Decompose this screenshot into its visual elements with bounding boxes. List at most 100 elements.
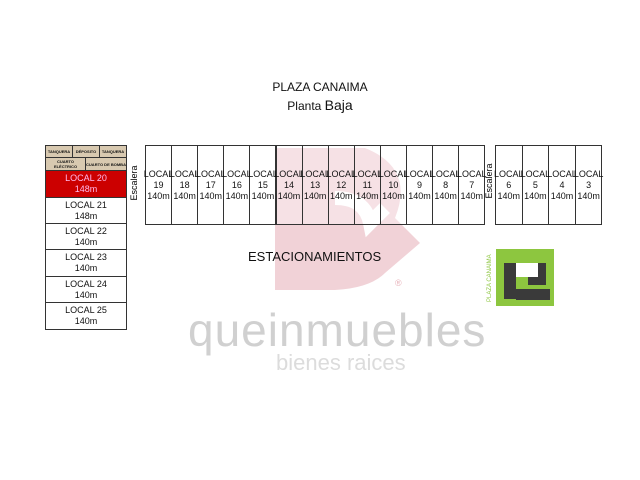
local-label: LOCAL (143, 168, 174, 179)
stair-label-right: Escalera (484, 163, 494, 199)
local-unit[interactable]: LOCAL 24 140m (45, 276, 127, 303)
local-unit[interactable]: LOCAL 25 140m (45, 302, 127, 330)
local-number: 15 (257, 179, 268, 190)
local-size: 140m (251, 190, 275, 201)
local-number: 4 (559, 179, 565, 190)
local-size: 140m (577, 190, 600, 201)
local-number: 7 (469, 179, 475, 190)
local-size: 140m (524, 190, 547, 201)
local-label: LOCAL (352, 168, 383, 179)
local-size: 140m (382, 190, 405, 201)
local-size: 140m (329, 190, 353, 201)
local-number: 5 (532, 179, 538, 190)
local-number: 6 (506, 179, 512, 190)
local-number: 14 (284, 179, 295, 190)
local-unit[interactable]: LOCAL 20 148m (45, 170, 127, 198)
local-size: 140m (74, 316, 98, 326)
local-label: LOCAL (547, 168, 577, 179)
local-label: LOCAL (573, 168, 604, 179)
local-label: LOCAL (300, 168, 330, 179)
logo-text: PLAZA CANAIMA (487, 254, 493, 302)
local-number: 10 (388, 179, 399, 190)
local-size: 140m (434, 190, 457, 201)
service-room-label: TANQUERA (101, 149, 125, 154)
local-name: LOCAL 22 (65, 225, 107, 236)
local-size: 140m (356, 190, 379, 201)
local-size: 140m (74, 236, 98, 247)
local-label: LOCAL (456, 168, 487, 179)
local-unit[interactable]: LOCAL 19 140m (143, 145, 174, 225)
stair-label-left: Escalera (129, 165, 139, 201)
local-name: LOCAL 24 (65, 278, 107, 289)
local-label: LOCAL (378, 168, 409, 179)
local-unit[interactable]: LOCAL 17 140m (195, 145, 226, 225)
local-unit[interactable]: LOCAL 9 140m (404, 145, 435, 225)
local-label: LOCAL (248, 168, 278, 179)
plaza-canaima-logo: PLAZA CANAIMA (484, 249, 554, 306)
local-unit[interactable]: LOCAL 12 140m (326, 145, 356, 225)
local-size: 140m (460, 190, 483, 201)
local-size: 140m (173, 190, 196, 201)
local-unit[interactable]: LOCAL 11 140m (352, 145, 383, 225)
local-size: 140m (199, 190, 222, 201)
local-size: 140m (277, 190, 301, 201)
local-unit[interactable]: LOCAL 18 140m (169, 145, 200, 225)
local-size: 140m (147, 190, 170, 201)
registered-mark: ® (395, 278, 402, 288)
local-label: LOCAL (222, 168, 252, 179)
local-size: 140m (225, 190, 249, 201)
local-label: LOCAL (195, 168, 226, 179)
service-room-label: CUARTO DE BOMBA (86, 161, 126, 167)
local-unit[interactable]: LOCAL 6 140m (494, 145, 524, 225)
service-room-label: DÉPOSITO (75, 149, 97, 154)
local-number: 12 (336, 179, 347, 190)
local-unit[interactable]: LOCAL 23 140m (45, 249, 127, 277)
local-size: 140m (303, 190, 327, 201)
plan-subtitle: Planta Baja (0, 97, 640, 113)
service-room: CUARTO ELÉCTRICO (45, 157, 86, 171)
local-size: 140m (550, 190, 574, 201)
local-unit[interactable]: LOCAL 7 140m (456, 145, 487, 225)
local-size: 140m (74, 289, 98, 300)
local-label: LOCAL (326, 168, 356, 179)
local-unit[interactable]: LOCAL 3 140m (573, 145, 604, 225)
local-label: LOCAL (494, 168, 524, 179)
local-size: 140m (497, 190, 521, 201)
local-unit[interactable]: LOCAL 4 140m (547, 145, 577, 225)
service-room: CUARTO DE BOMBA (85, 157, 127, 171)
local-number: 19 (153, 179, 164, 190)
local-unit[interactable]: LOCAL 10 140m (378, 145, 409, 225)
local-number: 18 (179, 179, 190, 190)
local-name: LOCAL 20 (65, 173, 107, 183)
local-unit[interactable]: LOCAL 15 140m (248, 145, 278, 225)
watermark-tagline: bienes raices (276, 350, 406, 375)
local-number: 8 (443, 179, 449, 190)
local-label: LOCAL (169, 168, 200, 179)
local-unit[interactable]: LOCAL 5 140m (521, 145, 550, 225)
local-label: LOCAL (404, 168, 435, 179)
service-room-label: TANQUERA (47, 149, 71, 154)
local-number: 3 (586, 179, 592, 190)
local-number: 16 (231, 179, 242, 190)
subtitle-main: Baja (324, 97, 353, 113)
local-unit[interactable]: LOCAL 14 140m (274, 145, 304, 225)
local-size: 140m (408, 190, 431, 201)
local-size: 148m (74, 210, 98, 221)
local-unit[interactable]: LOCAL 16 140m (222, 145, 252, 225)
local-number: 9 (417, 179, 423, 190)
subtitle-prefix: Planta (287, 99, 322, 113)
local-name: LOCAL 25 (65, 305, 107, 315)
local-unit[interactable]: LOCAL 22 140m (45, 223, 127, 250)
local-number: 11 (362, 179, 373, 190)
local-label: LOCAL (430, 168, 461, 179)
local-unit[interactable]: LOCAL 8 140m (430, 145, 461, 225)
local-unit[interactable]: LOCAL 21 148m (45, 197, 127, 224)
local-label: LOCAL (274, 168, 304, 179)
local-size: 148m (74, 184, 98, 194)
parking-label: ESTACIONAMIENTOS (248, 249, 382, 264)
local-number: 17 (205, 179, 216, 190)
local-name: LOCAL 21 (65, 199, 107, 210)
service-room-label: CUARTO ELÉCTRICO (53, 159, 78, 169)
local-unit[interactable]: LOCAL 13 140m (300, 145, 330, 225)
plaza-title: PLAZA CANAIMA (272, 80, 368, 94)
